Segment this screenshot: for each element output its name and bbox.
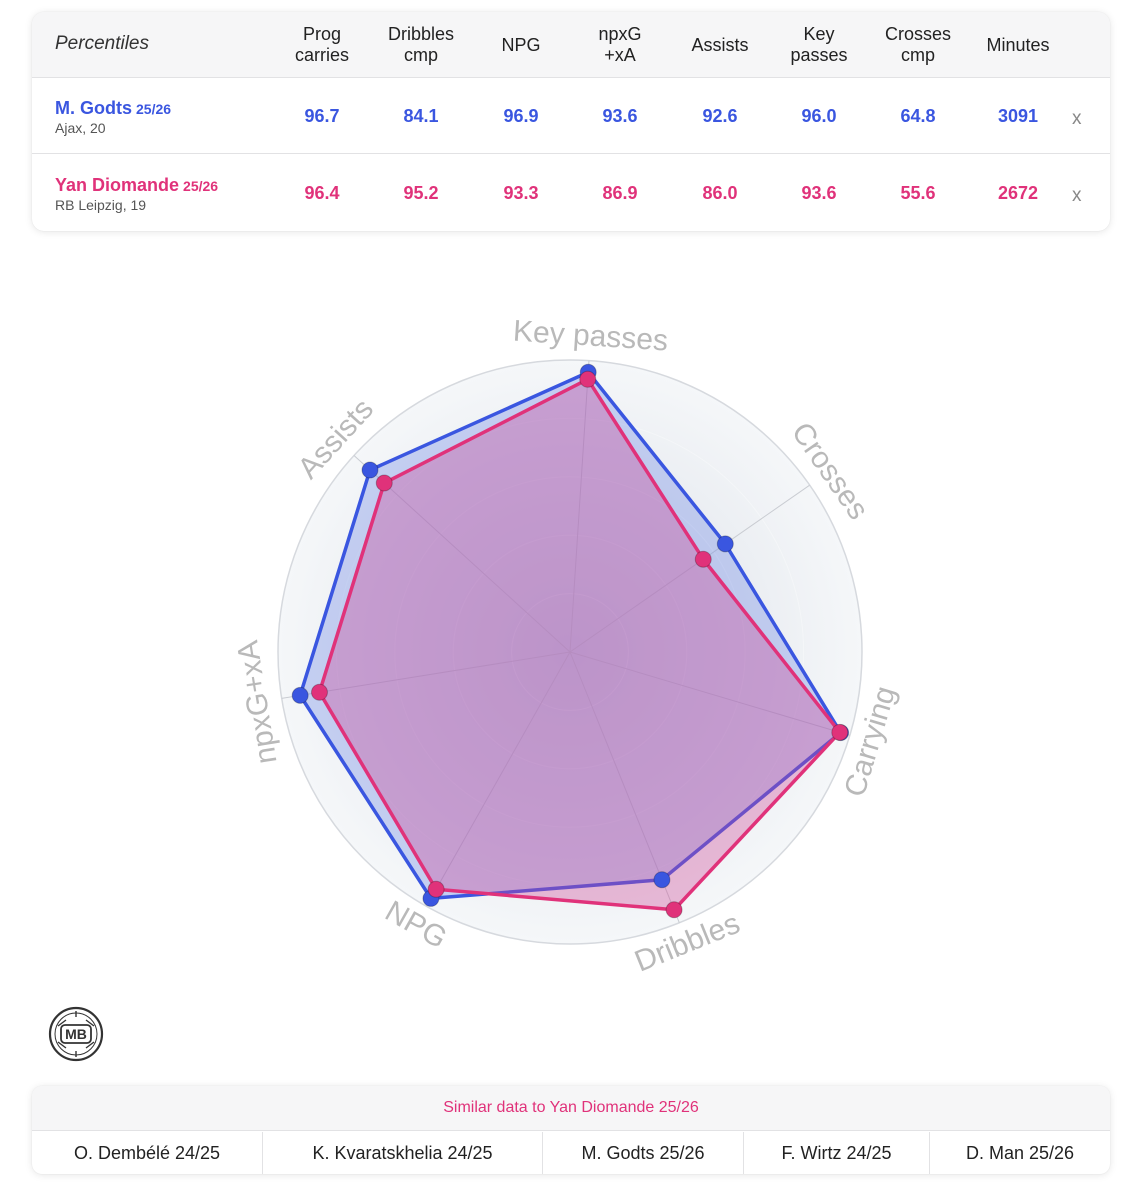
similar-player-link[interactable]: F. Wirtz 24/25 xyxy=(744,1132,930,1174)
radar-data-point xyxy=(716,535,734,553)
column-header[interactable]: npxG +xA xyxy=(598,24,642,65)
logo-text: MB xyxy=(65,1026,87,1042)
table-header: Percentiles Prog carries Dribbles cmp NP… xyxy=(32,12,1110,78)
column-header[interactable]: Crosses cmp xyxy=(884,24,951,65)
percentile-value: 55.6 xyxy=(900,183,936,203)
mb-logo-icon: MB xyxy=(48,1006,104,1062)
radar-series-area xyxy=(298,370,843,901)
percentile-value: 93.6 xyxy=(602,106,638,126)
column-header[interactable]: Dribbles cmp xyxy=(387,24,455,65)
table-row: Yan Diomande 25/26 RB Leipzig, 19 96.4 95… xyxy=(32,155,1110,231)
player-name[interactable]: Yan Diomande 25/26 xyxy=(55,175,218,196)
player-name-text: M. Godts xyxy=(55,98,132,118)
percentile-value: 96.9 xyxy=(503,106,539,126)
player-name-text: Yan Diomande xyxy=(55,175,180,195)
similar-player-link[interactable]: D. Man 25/26 xyxy=(965,1142,1075,1163)
table-header-title: Percentiles xyxy=(55,33,149,54)
percentile-value: 86.9 xyxy=(602,183,638,203)
radar-data-point xyxy=(831,723,849,741)
column-header[interactable]: NPG xyxy=(501,34,541,55)
radar-spoke xyxy=(569,360,590,653)
similar-player-link[interactable]: M. Godts 25/26 xyxy=(543,1132,744,1174)
radar-spoke xyxy=(569,651,850,736)
percentile-value: 84.1 xyxy=(403,106,439,126)
radar-grid-ring xyxy=(452,534,688,770)
remove-player-button[interactable]: x xyxy=(1072,185,1082,206)
radar-data-point xyxy=(291,686,309,704)
radar-data-point xyxy=(579,370,597,388)
percentile-value: 93.6 xyxy=(801,183,837,203)
minutes-value: 2672 xyxy=(997,183,1039,203)
radar-spoke xyxy=(281,651,571,699)
player-season: 25/26 xyxy=(183,178,219,194)
radar-spoke xyxy=(569,484,810,653)
player-club: RB Leipzig, 19 xyxy=(55,197,147,213)
player-name[interactable]: M. Godts 25/26 xyxy=(55,98,171,119)
radar-data-point xyxy=(694,550,712,568)
percentile-value: 86.0 xyxy=(702,183,738,203)
similar-players-title: Similar data to Yan Diomande 25/26 xyxy=(32,1086,1110,1131)
percentile-value: 95.2 xyxy=(403,183,439,203)
percentile-value: 96.0 xyxy=(801,106,837,126)
percentile-value: 96.4 xyxy=(304,183,340,203)
percentile-value: 96.7 xyxy=(304,106,340,126)
column-header[interactable]: Assists xyxy=(691,34,749,55)
column-header[interactable]: Prog carries xyxy=(294,24,349,65)
similar-player-link[interactable]: O. Dembélé 24/25 xyxy=(32,1132,263,1174)
percentile-value: 92.6 xyxy=(702,106,738,126)
percentile-value: 93.3 xyxy=(503,183,539,203)
radar-data-point xyxy=(361,461,379,479)
radar-axis-label: Key passes xyxy=(512,315,669,358)
radar-data-point xyxy=(375,474,393,492)
player-club: Ajax, 20 xyxy=(55,120,106,136)
radar-data-point xyxy=(653,871,671,889)
radar-data-point xyxy=(310,683,328,701)
column-header[interactable]: Minutes xyxy=(986,34,1050,55)
table-row: M. Godts 25/26 Ajax, 20 96.7 84.1 96.9 93… xyxy=(32,78,1110,154)
radar-data-point xyxy=(427,880,445,898)
column-header[interactable]: Key passes xyxy=(790,24,848,65)
radar-chart: Key passesCrossesCarryingDribblesNPGnpxG… xyxy=(231,315,902,979)
minutes-value: 3091 xyxy=(997,106,1039,126)
similar-player-link[interactable]: K. Kvaratskhelia 24/25 xyxy=(263,1132,543,1174)
radar-grid-ring xyxy=(394,476,746,828)
percentile-table: Percentiles Prog carries Dribbles cmp NP… xyxy=(32,12,1110,231)
similar-players-panel: Similar data to Yan Diomande 25/26 O. De… xyxy=(32,1086,1110,1174)
radar-spoke xyxy=(426,651,571,907)
radar-axis-label: npxG+xA xyxy=(231,638,283,766)
remove-player-button[interactable]: x xyxy=(1072,108,1082,129)
radar-series xyxy=(291,363,850,919)
radar-spokes xyxy=(281,360,850,923)
radar-series-area xyxy=(317,377,842,912)
radar-grid-ring xyxy=(511,593,629,711)
percentile-value: 64.8 xyxy=(900,106,936,126)
player-season: 25/26 xyxy=(136,101,172,117)
radar-data-point xyxy=(665,901,683,919)
